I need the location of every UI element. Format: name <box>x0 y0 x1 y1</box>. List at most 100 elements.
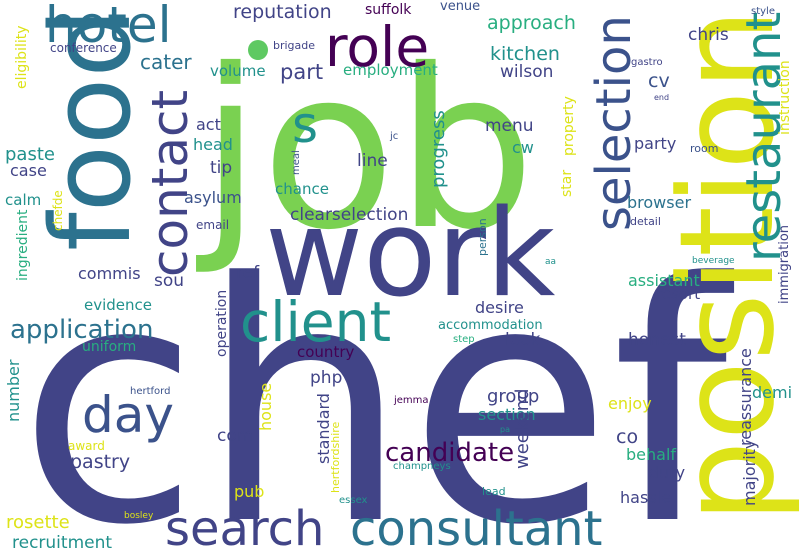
word-94: brigade <box>273 39 316 52</box>
word-92: lead <box>482 485 506 498</box>
word-0: chef <box>18 213 728 560</box>
word-52: commis <box>78 264 141 283</box>
word-106: operation <box>214 289 230 357</box>
word-84: recruitment <box>12 533 113 553</box>
word-85: award <box>68 439 105 453</box>
word-105: step <box>453 334 475 345</box>
word-103: aa <box>545 257 557 267</box>
word-63: honest <box>628 330 686 350</box>
word-97: style <box>751 6 775 17</box>
word-42: act <box>196 115 221 134</box>
word-66: group <box>487 386 540 407</box>
word-17: reputation <box>233 1 332 23</box>
word-25: volume <box>210 62 266 80</box>
word-15: s <box>292 96 319 154</box>
word-2: work <box>265 185 556 324</box>
word-89: champneys <box>393 461 451 472</box>
word-40: eligibility <box>14 25 30 90</box>
word-53: sou <box>154 271 185 291</box>
word-69: demi <box>752 383 793 402</box>
word-7: client <box>240 290 392 354</box>
word-99: property <box>561 96 577 156</box>
word-16: candidate <box>385 438 515 468</box>
word-30: chris <box>688 25 729 45</box>
word-20: approach <box>487 12 576 34</box>
word-93: bosley <box>124 511 154 521</box>
word-10: hotel <box>45 0 172 54</box>
word-35: line <box>357 151 388 171</box>
word-39: immigration <box>777 224 792 304</box>
word-45: paste <box>5 144 55 165</box>
word-77: weekend <box>512 388 533 469</box>
word-57: chefde <box>51 190 65 231</box>
word-73: pastry <box>70 451 131 473</box>
word-100: meal <box>291 150 302 175</box>
word-43: head <box>193 135 233 154</box>
word-54: evidence <box>84 296 153 314</box>
word-1: job <box>200 22 536 278</box>
word-19: venue <box>440 0 481 14</box>
word-34: progress <box>428 110 449 188</box>
word-28: menu <box>485 116 534 136</box>
word-29: cw <box>512 138 534 157</box>
word-104: beverage <box>692 256 735 266</box>
word-75: behalf <box>626 445 677 464</box>
word-13: day <box>82 386 174 444</box>
word-67: section <box>478 405 536 424</box>
word-46: case <box>10 161 47 180</box>
word-33: room <box>690 142 719 155</box>
word-70: reassurance <box>736 348 755 446</box>
word-36: clearselection <box>290 205 409 225</box>
word-18: suffolk <box>365 2 412 18</box>
word-23: cater <box>140 50 192 74</box>
word-96: end <box>654 93 670 102</box>
word-6: consultant <box>350 501 603 557</box>
word-60: desire <box>475 298 524 317</box>
word-44: tip <box>210 158 233 178</box>
word-37: browser <box>627 193 692 212</box>
word-26: wilson <box>500 62 554 82</box>
word-55: uniform <box>82 339 137 355</box>
word-72: com <box>217 426 254 446</box>
word-48: asylum <box>184 188 242 207</box>
word-21: kitchen <box>490 43 560 65</box>
word-61: accommodation <box>438 318 543 333</box>
word-76: duty <box>649 463 686 482</box>
word-24: employment <box>343 61 438 79</box>
word-58: assistant <box>628 271 700 290</box>
word-95: gastro <box>631 57 663 68</box>
word-32: party <box>634 134 677 153</box>
word-62: look <box>505 330 541 350</box>
word-79: house <box>256 382 275 431</box>
word-90: jemma <box>394 395 429 406</box>
word-86: hertford <box>130 386 171 397</box>
word-51: ref <box>236 263 260 283</box>
word-12: contact <box>141 89 199 277</box>
word-82: number <box>4 359 23 422</box>
word-65: php <box>310 368 343 388</box>
word-74: co <box>616 426 639 448</box>
word-64: country <box>297 343 355 361</box>
word-14: application <box>10 315 154 345</box>
word-88: essex <box>339 495 368 506</box>
word-98: star <box>559 169 575 197</box>
word-91: pa <box>500 425 510 434</box>
word-107 <box>248 40 268 60</box>
word-56: ingredient <box>15 209 31 281</box>
word-5: search <box>165 501 325 557</box>
word-83: rosette <box>6 512 70 533</box>
word-50: email <box>196 218 230 232</box>
word-11: role <box>325 15 430 79</box>
word-101: jc <box>390 131 399 142</box>
word-31: instruction <box>777 60 793 135</box>
word-102: person <box>476 218 489 256</box>
word-41: conference <box>50 41 117 55</box>
word-27: cv <box>648 70 670 92</box>
word-80: pub <box>234 482 265 501</box>
word-71: majority <box>740 439 759 506</box>
word-87: hertfordshire <box>329 421 342 493</box>
word-22: part <box>280 60 324 84</box>
word-47: calm <box>5 191 42 209</box>
word-68: enjoy <box>608 394 652 413</box>
